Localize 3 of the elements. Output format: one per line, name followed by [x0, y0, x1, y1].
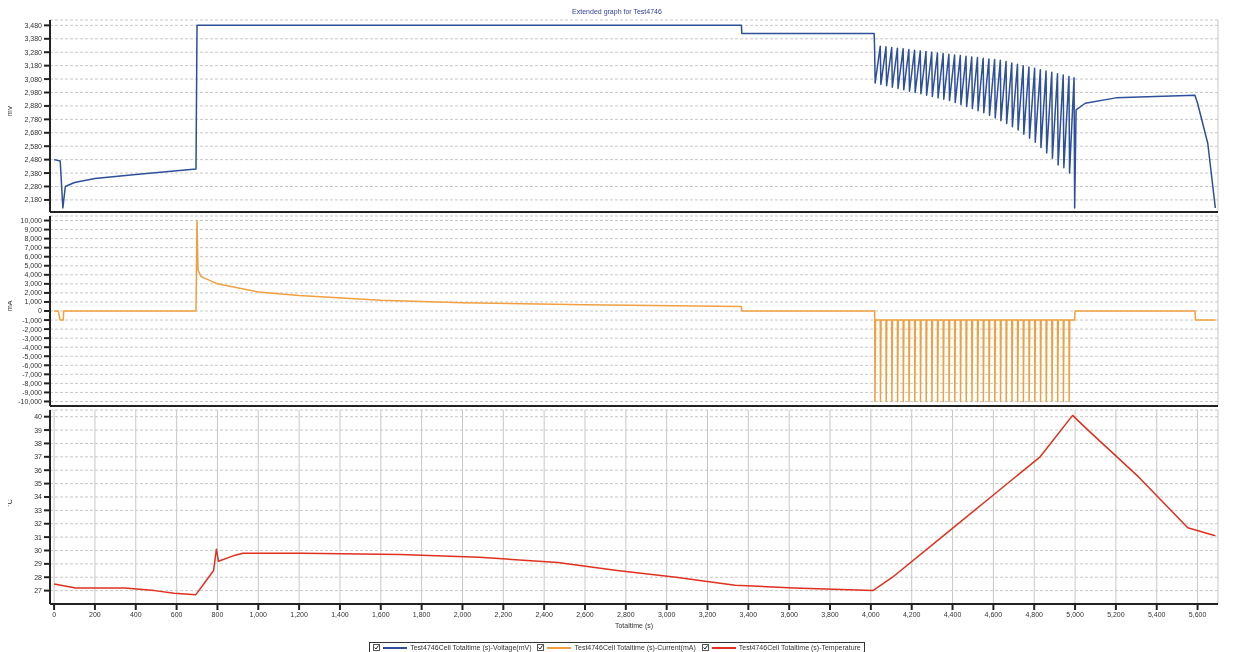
line-series — [53, 24, 1217, 209]
line-series — [53, 219, 1217, 403]
line-series — [53, 414, 1217, 596]
